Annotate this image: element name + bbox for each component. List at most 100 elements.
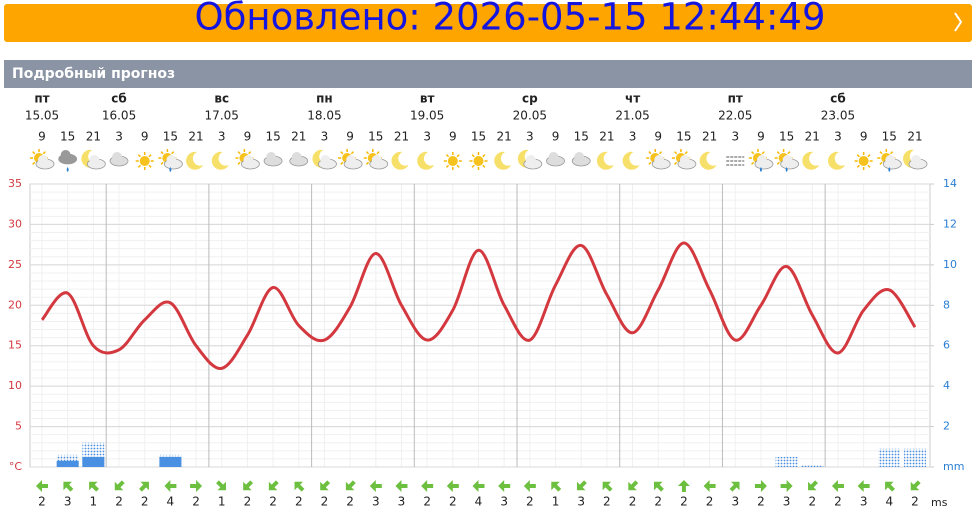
wind-arrow [446,480,459,492]
sun-ray [237,151,241,155]
moon [802,151,820,170]
cloud [371,155,382,165]
wind-speed: 2 [244,495,252,509]
moon [186,151,204,170]
chevron[interactable] [954,12,963,32]
wind-arrow [294,481,305,492]
sun-ray [648,151,652,155]
day-date: 22.05 [718,109,752,123]
cloud [89,155,100,165]
wind-speed: 2 [321,495,329,509]
plot-frame [29,183,931,468]
moon [391,151,409,170]
sun-ray [856,164,860,168]
sun-ray [148,154,152,158]
sun-ray [137,164,141,168]
hour-label: 9 [449,130,457,144]
wind-speed: 2 [295,495,303,509]
cloud [654,155,665,165]
cloud [60,150,71,160]
hour-label: 15 [779,130,794,144]
sun-ray [340,161,344,165]
day-name: вт [420,92,435,106]
hour-label: 3 [423,130,431,144]
weather-icon [338,149,363,170]
sun [447,156,458,166]
sun-ray [482,164,486,168]
weather-icon [748,149,774,172]
wind-arrow [472,480,485,492]
hour-label: 9 [38,130,46,144]
weather-icon [699,151,717,170]
hour-label: 15 [471,130,486,144]
weather-icon [671,149,697,170]
wind-arrow [885,481,895,492]
weather-icon [81,149,106,170]
weather-icon [517,149,543,170]
sun-ray [248,151,252,155]
weather-icon [854,152,873,170]
wind-arrow [754,480,767,492]
moon [417,151,435,170]
sun-ray [445,164,450,168]
hour-label: 9 [552,130,560,144]
precip-bar [775,456,798,467]
wind-speed: 2 [269,495,277,509]
day-date: 18.05 [307,109,341,123]
y-tick-label: 15 [8,339,22,352]
moon [828,151,845,170]
wind-speed: 2 [423,495,431,509]
sun-ray [456,154,460,158]
cloud [166,155,177,165]
wind-arrow [729,481,740,492]
wind-arrow [36,480,48,492]
warning-banner[interactable] [4,4,972,42]
wind-arrow [857,480,870,492]
hour-label: 15 [265,130,280,144]
moon [81,149,99,168]
y-tick-label: 20 [8,298,22,311]
cloud [756,155,767,165]
day-date: 19.05 [410,109,444,123]
sun-ray [471,164,475,168]
sun-ray [365,161,370,165]
weather-icon [726,156,745,166]
wind-unit: ms [931,496,948,508]
hour-label: 21 [599,130,614,144]
weather-icon [802,151,820,170]
cloud [548,152,559,162]
day-name: сб [111,92,127,106]
wind-speed: 2 [603,495,611,509]
sun-ray [471,154,475,158]
wind-arrow [395,480,408,492]
wind-arrow [89,481,100,492]
wind-arrow [421,480,434,492]
hour-label: 3 [731,130,739,144]
sun-ray [674,151,678,155]
precip-bar [801,464,824,467]
weather-icon [312,149,337,170]
y2-tick-label: 10 [943,258,957,271]
weather-icon [363,149,389,170]
y2-tick-label: 6 [943,339,950,352]
precip-bar [82,456,105,467]
day-name: ср [522,92,538,106]
cloud [679,155,690,165]
weather-icon [443,152,462,170]
cloud [266,152,277,162]
hour-label: 3 [115,130,123,144]
sun-ray [751,161,755,165]
hour-label: 15 [163,130,178,144]
day-date: 21.05 [615,109,649,123]
moon [903,149,920,168]
wind-speed: 2 [808,495,816,509]
sun [139,156,150,166]
wind-speed: 4 [886,495,894,509]
sun-ray [456,164,460,168]
day-date: 17.05 [205,109,239,123]
wind-arrow [808,480,818,491]
weather-icon [263,152,283,167]
wind-arrow [653,481,664,492]
wind-speed: 2 [680,495,688,509]
